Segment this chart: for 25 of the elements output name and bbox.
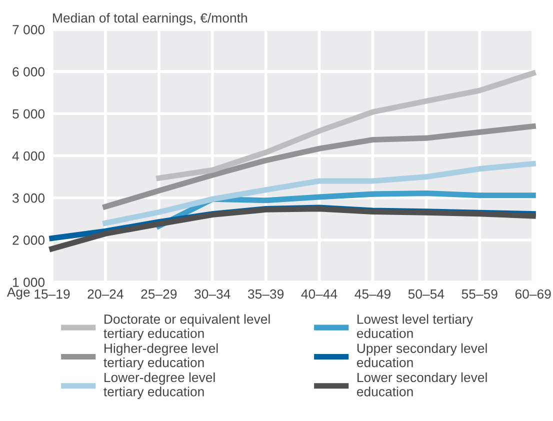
x-axis-title: Age <box>6 288 30 300</box>
legend-label: Lowest level tertiary education <box>356 314 473 338</box>
x-tick-label: 40–44 <box>301 289 338 299</box>
y-tick-label: 2 000 <box>12 236 45 245</box>
legend-label: Upper secondary level education <box>356 343 487 368</box>
chart-title: Median of total earnings, €/month <box>53 12 247 26</box>
x-tick-label: 30–34 <box>194 289 230 299</box>
x-tick-label: 50–54 <box>408 289 444 299</box>
y-tick-label: 3 000 <box>12 193 45 203</box>
y-tick-label: 1 000 <box>13 278 45 287</box>
x-tick-label: 15–19 <box>34 289 70 299</box>
x-tick-label: 25–29 <box>141 289 177 299</box>
y-tick-label: 7 000 <box>12 25 45 34</box>
y-tick-label: 4 000 <box>12 151 45 161</box>
legend-label: Lower secondary level education <box>356 372 487 396</box>
x-tick-label: 45–49 <box>354 289 390 299</box>
legend-label: Lower-degree level tertiary education <box>104 372 215 399</box>
legend-label: Higher-degree level tertiary education <box>104 343 218 370</box>
legend-label: Doctorate or equivalent level tertiary education <box>104 314 270 341</box>
x-tick-label: 35–39 <box>248 289 284 299</box>
y-tick-label: 5 000 <box>12 109 45 119</box>
y-tick-label: 6 000 <box>12 67 45 76</box>
x-tick-label: 55–59 <box>462 289 498 299</box>
x-tick-label: 60–69 <box>515 289 551 299</box>
x-tick-label: 20–24 <box>88 289 124 299</box>
